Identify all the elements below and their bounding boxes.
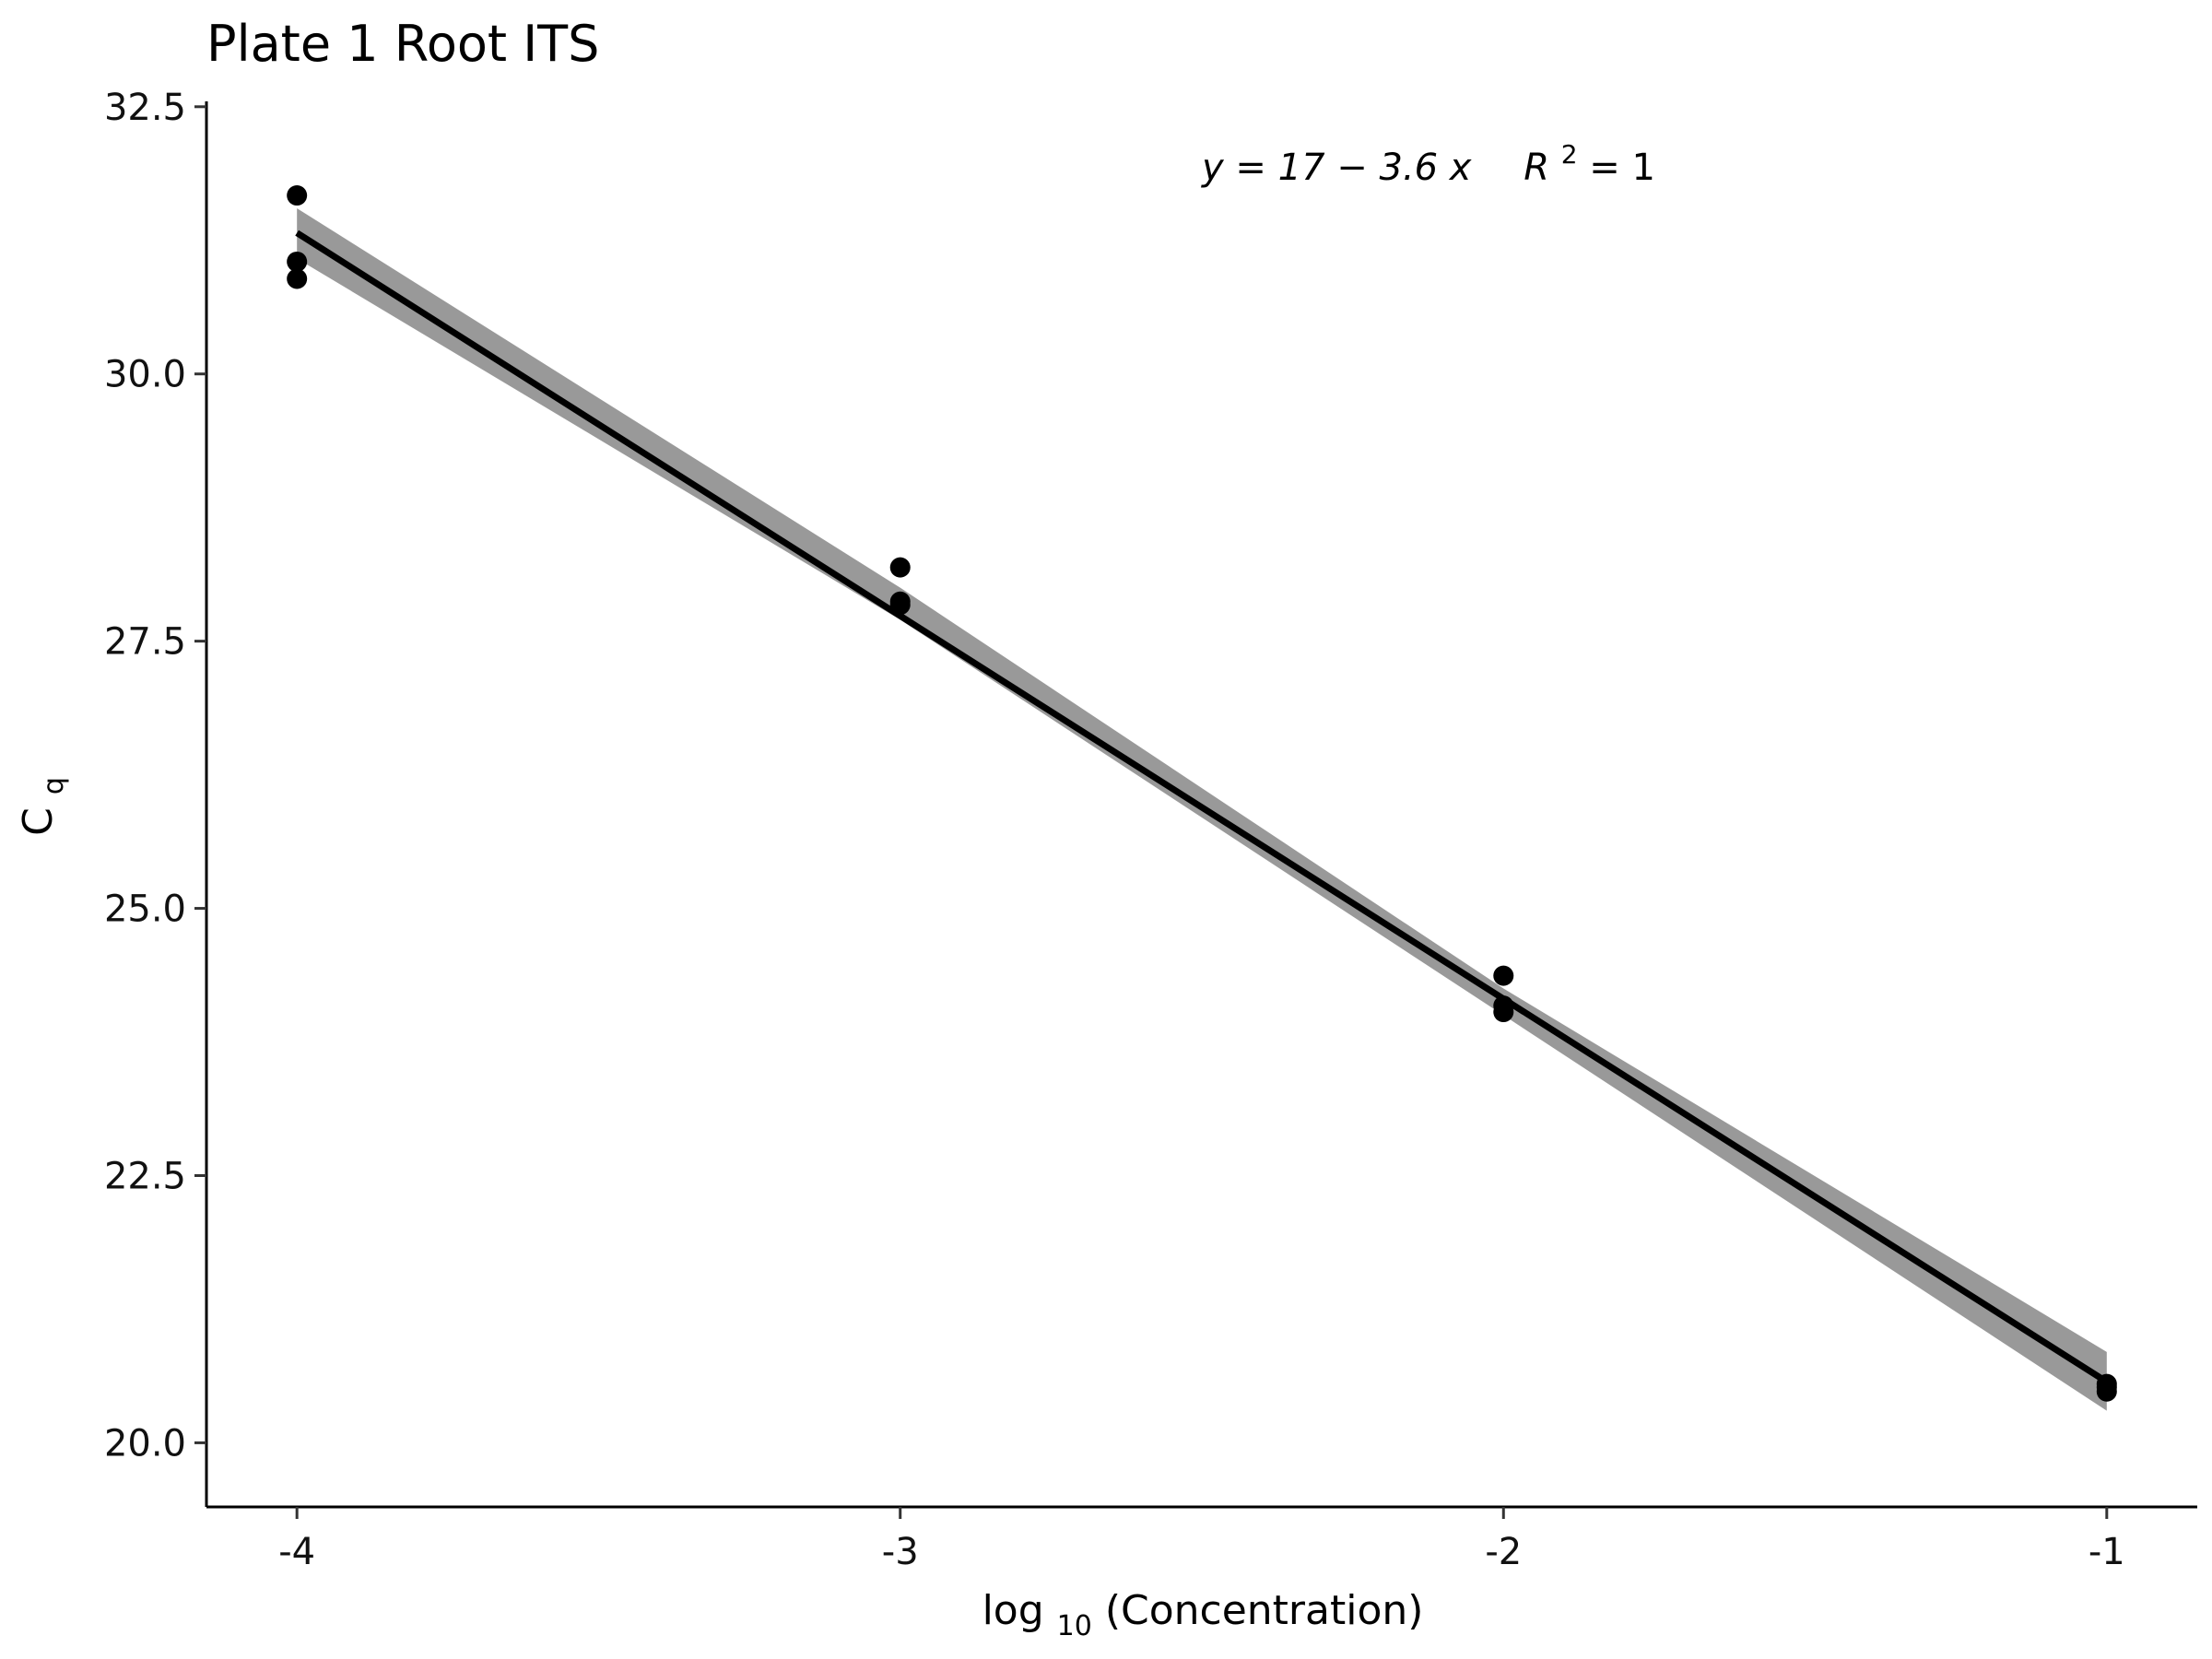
data-point	[287, 251, 308, 272]
chart-title: Plate 1 Root ITS	[206, 15, 599, 73]
y-axis-title: C q	[15, 777, 70, 836]
r-squared-value: = 1	[1589, 147, 1655, 189]
data-point	[1493, 1002, 1514, 1023]
x-axis-title-subscript: 10	[1057, 1610, 1092, 1642]
y-tick-label: 27.5	[104, 621, 186, 664]
x-axis-title-base: log	[982, 1587, 1044, 1634]
y-tick-label: 32.5	[104, 87, 186, 129]
y-axis-title-base: C	[15, 807, 62, 836]
data-point	[889, 557, 911, 578]
x-tick-label: -2	[1485, 1531, 1522, 1573]
x-axis-title-rest: (Concentration)	[1105, 1587, 1424, 1634]
regression-line	[295, 229, 2109, 1385]
y-tick-label: 20.0	[104, 1422, 186, 1465]
regression-equation: y = 17 − 3.6 x	[1201, 147, 1472, 189]
data-point	[889, 594, 911, 616]
x-tick-label: -4	[278, 1531, 315, 1573]
y-tick-label: 22.5	[104, 1155, 186, 1197]
r-squared-symbol: R	[1524, 147, 1549, 189]
x-tick-label: -3	[882, 1531, 919, 1573]
y-axis-title-subscript: q	[38, 777, 70, 794]
r-squared-superscript: 2	[1561, 139, 1578, 170]
data-points-layer	[287, 185, 2117, 1402]
x-axis-title: log 10 (Concentration)	[982, 1587, 1424, 1645]
data-point	[287, 268, 308, 289]
y-tick-label: 25.0	[104, 888, 186, 931]
regression-annotation: y = 17 − 3.6 x R 2 = 1	[1201, 130, 1655, 189]
y-tick-label: 30.0	[104, 354, 186, 396]
axes-layer: -4 -3 -2 -1 20.0 22.5 25.0 27.5 30.0 32.5	[104, 87, 2197, 1573]
data-point	[1493, 965, 1514, 986]
x-tick-label: -1	[2088, 1531, 2125, 1573]
fit-line-layer	[295, 229, 2109, 1385]
data-point	[2096, 1381, 2117, 1402]
data-point	[287, 185, 308, 206]
